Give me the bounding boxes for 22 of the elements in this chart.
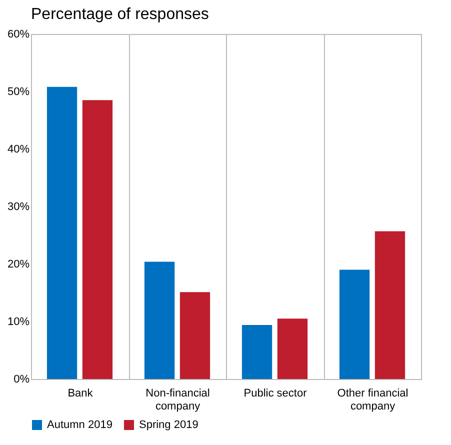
y-tick-label: 30% xyxy=(7,201,30,213)
bar xyxy=(82,100,113,379)
bar xyxy=(374,231,406,379)
y-tick-label: 60% xyxy=(7,28,30,40)
bar xyxy=(277,318,308,379)
x-tick-label: Bank xyxy=(68,388,94,400)
x-tick-label: Other financial company xyxy=(337,388,408,412)
y-tick-label: 50% xyxy=(7,86,30,98)
bar xyxy=(144,262,175,379)
bar xyxy=(180,292,210,379)
x-tick-label: Non-financial company xyxy=(146,388,210,412)
y-tick-label: 40% xyxy=(7,144,30,156)
legend-label: Autumn 2019 xyxy=(47,419,112,431)
x-tick-label: Public sector xyxy=(244,388,308,400)
chart-title: Percentage of responses xyxy=(31,6,209,23)
bar xyxy=(339,270,370,379)
y-tick-label: 20% xyxy=(7,258,30,270)
bar xyxy=(242,324,272,379)
y-tick-label: 10% xyxy=(7,316,30,328)
bar xyxy=(46,86,78,379)
legend-label: Spring 2019 xyxy=(139,419,198,431)
y-tick-label: 0% xyxy=(14,374,30,386)
